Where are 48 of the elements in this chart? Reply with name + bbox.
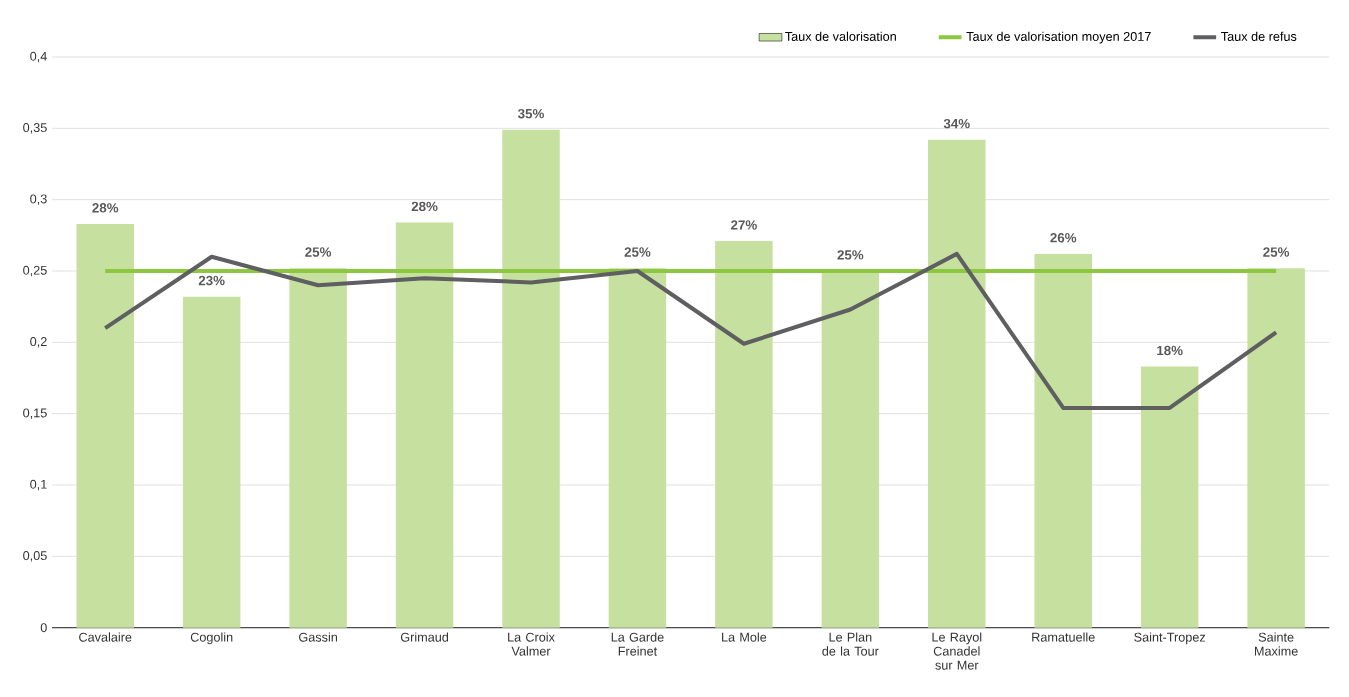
bar — [1140, 366, 1199, 628]
data-label: 25% — [837, 250, 864, 260]
bar — [289, 268, 347, 628]
bar — [395, 222, 454, 628]
x-tick-label: Le Rayol Canadel sur Mer — [932, 632, 982, 670]
bar — [502, 129, 560, 628]
bar — [76, 223, 134, 628]
x-tick-label: La Croix Valmer — [508, 632, 555, 656]
bar — [182, 296, 241, 628]
y-tick-label: 0,4 — [30, 51, 47, 63]
data-label: 27% — [731, 220, 757, 230]
data-label: 18% — [1157, 345, 1183, 356]
y-tick-label: 0,1 — [30, 479, 47, 491]
x-tick-label: Saint-Tropez — [1134, 632, 1206, 645]
x-tick-label: Le Plan de la Tour — [822, 632, 879, 656]
x-tick-label: La Garde Freinet — [611, 632, 664, 656]
data-label: 28% — [411, 201, 438, 212]
legend-label: Taux de refus — [1221, 31, 1297, 41]
y-tick-label: 0,35 — [23, 123, 47, 134]
x-tick-label: Cavalaire — [79, 632, 132, 642]
data-label: 25% — [1263, 247, 1290, 257]
y-tick-label: 0,3 — [30, 194, 47, 205]
bar — [1247, 268, 1305, 628]
bar — [715, 241, 773, 628]
data-label: 23% — [198, 275, 225, 286]
x-tick-label: La Mole — [722, 632, 767, 642]
x-tick-label: Sainte Maxime — [1255, 632, 1298, 656]
x-tick-label: Gassin — [299, 632, 338, 642]
data-label: 28% — [92, 203, 119, 213]
x-tick-label: Grimaud — [400, 632, 449, 642]
bar — [608, 268, 667, 628]
y-tick-label: 0,25 — [23, 265, 47, 277]
bar — [821, 271, 880, 628]
bar — [1034, 253, 1092, 628]
legend-label: Taux de valorisation moyen 2017 — [966, 31, 1151, 44]
y-tick-label: 0,2 — [30, 337, 47, 348]
bar — [928, 139, 986, 628]
y-tick-label: 0 — [40, 623, 47, 633]
data-label: 25% — [305, 247, 332, 257]
legend-label: Taux de valorisation — [785, 31, 896, 41]
data-label: 25% — [624, 247, 651, 257]
data-label: 26% — [1050, 233, 1077, 243]
data-label: 34% — [943, 118, 970, 129]
y-tick-label: 0,05 — [23, 551, 47, 562]
x-tick-label: Ramatuelle — [1032, 632, 1095, 642]
x-tick-label: Cogolin — [190, 632, 233, 645]
y-tick-label: 0,15 — [23, 408, 47, 419]
data-label: 35% — [517, 108, 544, 119]
